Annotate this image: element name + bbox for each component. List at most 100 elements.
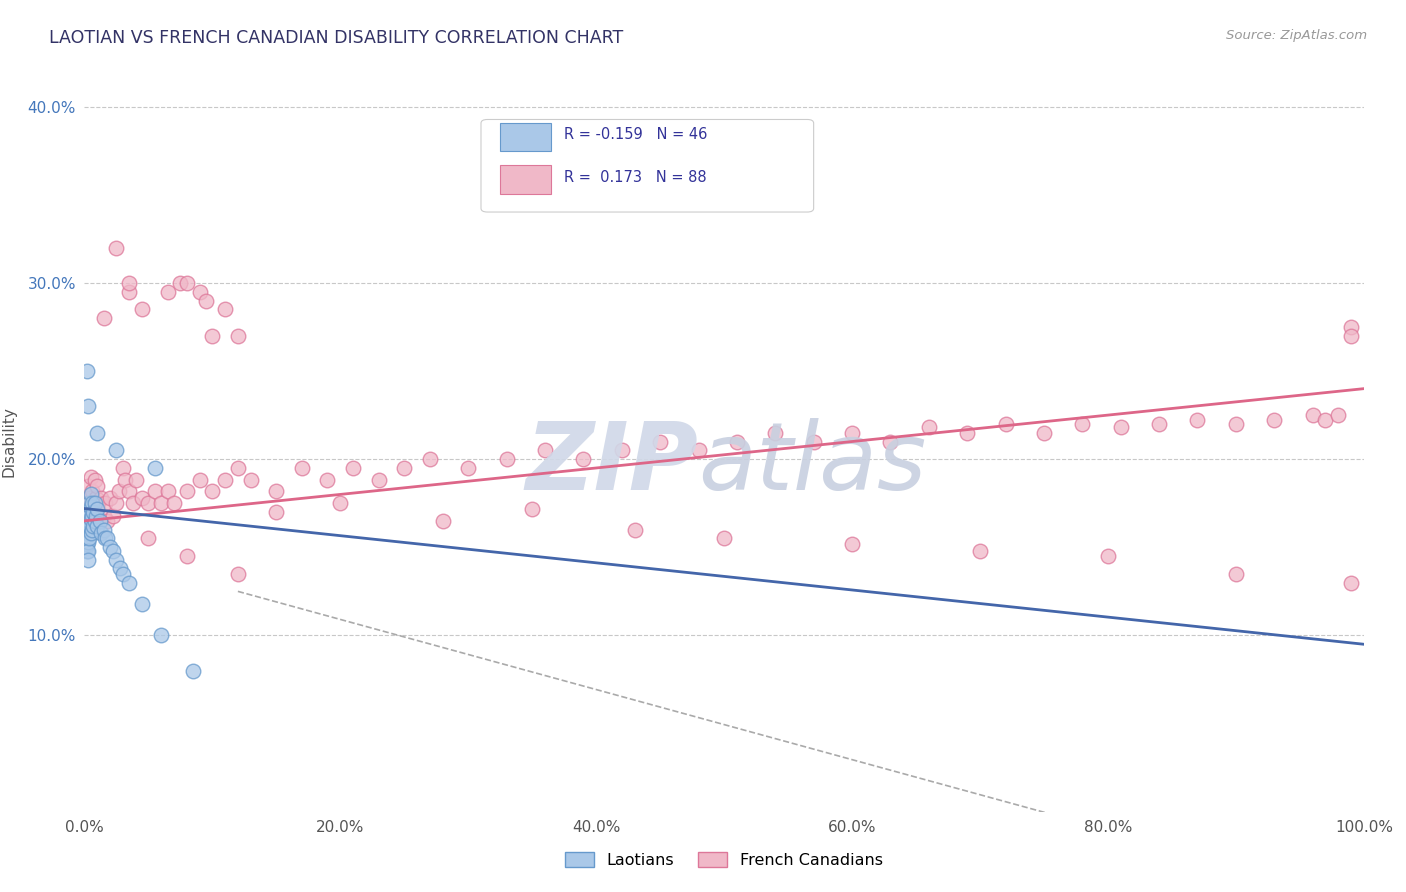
Point <box>623 523 645 537</box>
Point <box>83 473 105 487</box>
Point <box>76 496 98 510</box>
FancyBboxPatch shape <box>481 120 814 212</box>
Point <box>105 443 128 458</box>
Point <box>118 285 141 299</box>
Point <box>1340 575 1362 590</box>
Point <box>80 501 103 516</box>
Point <box>176 276 198 290</box>
Text: Source: ZipAtlas.com: Source: ZipAtlas.com <box>1226 29 1367 42</box>
Point <box>1302 408 1324 422</box>
Point <box>77 399 100 413</box>
Point <box>841 425 863 440</box>
Point <box>264 483 288 498</box>
Point <box>101 508 124 523</box>
Point <box>1187 413 1209 427</box>
Point <box>1327 408 1350 422</box>
Point <box>181 664 204 678</box>
FancyBboxPatch shape <box>501 165 551 194</box>
Point <box>419 452 441 467</box>
Point <box>1225 417 1247 431</box>
Point <box>79 496 101 510</box>
Point <box>87 496 110 510</box>
Point <box>118 483 141 498</box>
Point <box>82 496 104 510</box>
Point <box>79 532 101 546</box>
Point <box>725 434 748 449</box>
Point <box>90 526 112 541</box>
Point <box>77 526 100 541</box>
Point <box>86 501 108 516</box>
Point <box>80 512 103 526</box>
Legend: Laotians, French Canadians: Laotians, French Canadians <box>558 846 890 874</box>
Point <box>80 483 103 498</box>
Point <box>80 496 103 510</box>
FancyBboxPatch shape <box>501 123 551 152</box>
Point <box>1315 413 1337 427</box>
Point <box>108 561 131 575</box>
Point <box>96 532 118 546</box>
Point <box>226 328 249 343</box>
Point <box>80 526 103 541</box>
Point <box>75 523 97 537</box>
Point <box>89 514 111 528</box>
Point <box>156 483 179 498</box>
Point <box>98 491 121 505</box>
Y-axis label: Disability: Disability <box>1 406 17 477</box>
Point <box>83 496 105 510</box>
Point <box>83 514 105 528</box>
Point <box>610 443 633 458</box>
Point <box>86 519 108 533</box>
Point <box>994 417 1017 431</box>
Point <box>82 519 104 533</box>
Point <box>79 508 101 523</box>
Point <box>93 508 115 523</box>
Point <box>114 473 136 487</box>
Point <box>89 514 111 528</box>
Point <box>105 241 128 255</box>
Point <box>156 285 179 299</box>
Point <box>96 514 118 528</box>
Point <box>76 544 98 558</box>
Point <box>79 519 101 533</box>
Point <box>80 508 103 523</box>
Point <box>76 526 98 541</box>
Point <box>90 491 112 505</box>
Point <box>918 420 941 434</box>
Point <box>520 501 543 516</box>
Point <box>457 461 479 475</box>
Point <box>93 523 115 537</box>
Point <box>1263 413 1285 427</box>
Point <box>150 496 173 510</box>
Point <box>367 473 389 487</box>
Point <box>713 532 735 546</box>
Point <box>76 514 98 528</box>
Point <box>214 302 236 317</box>
Point <box>329 496 352 510</box>
Point <box>956 425 979 440</box>
Point <box>342 461 364 475</box>
Point <box>1071 417 1094 431</box>
Point <box>86 508 108 523</box>
Point <box>201 483 224 498</box>
Point <box>316 473 339 487</box>
Point <box>239 473 262 487</box>
Point <box>118 276 141 290</box>
Point <box>80 470 103 484</box>
Point <box>77 508 100 523</box>
Point <box>131 302 153 317</box>
Point <box>226 566 249 581</box>
Point <box>77 552 100 566</box>
Point <box>1225 566 1247 581</box>
Point <box>650 434 672 449</box>
Point <box>969 544 991 558</box>
Point <box>84 508 107 523</box>
Point <box>169 276 191 290</box>
Point <box>194 293 217 308</box>
Point <box>86 425 108 440</box>
Point <box>76 505 98 519</box>
Point <box>75 541 97 555</box>
Point <box>80 500 103 514</box>
Point <box>572 452 595 467</box>
Point <box>76 364 98 378</box>
Point <box>101 544 124 558</box>
